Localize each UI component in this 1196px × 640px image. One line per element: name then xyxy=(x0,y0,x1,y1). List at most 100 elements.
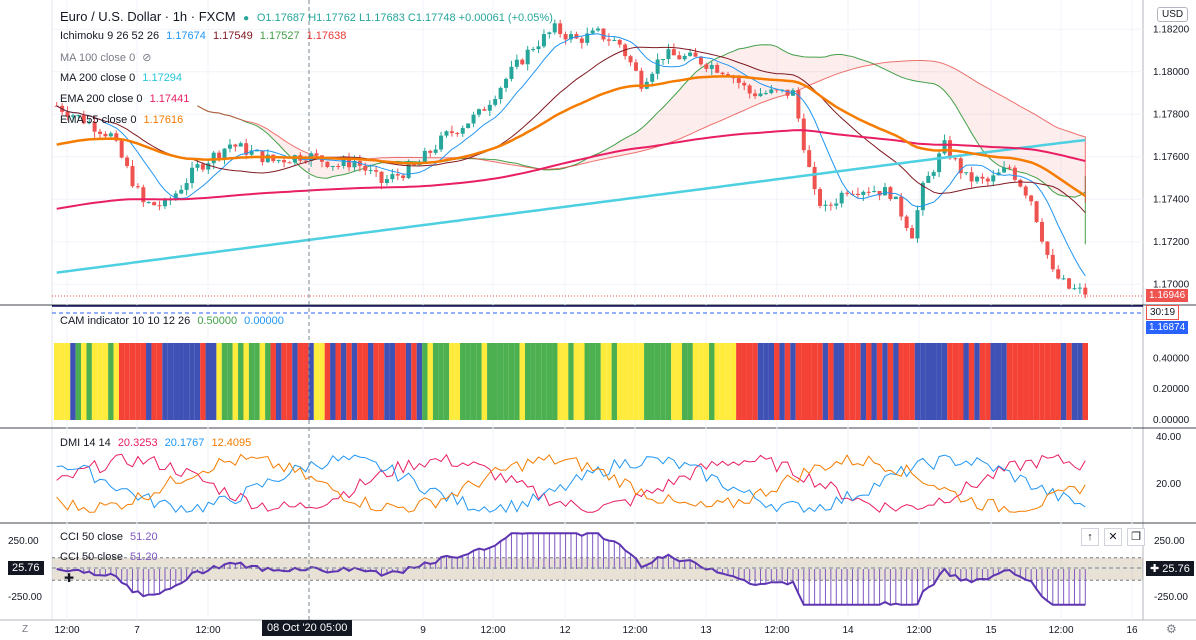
candle-body xyxy=(612,40,617,42)
candle-body xyxy=(677,55,682,60)
candle-body xyxy=(655,59,660,74)
price-tick-label: 1.17200 xyxy=(1153,237,1190,248)
cam-bar xyxy=(135,343,141,420)
cam-bar xyxy=(162,343,168,420)
candle-body xyxy=(255,150,260,152)
symbol-title[interactable]: Euro / U.S. Dollar · 1h · FXCM xyxy=(60,9,236,24)
cam-bar xyxy=(633,343,639,420)
candle-body xyxy=(1039,221,1044,242)
cam-bar xyxy=(995,343,1002,420)
candle-body xyxy=(1012,167,1017,180)
candle-body xyxy=(433,149,438,153)
candle-body xyxy=(931,172,936,176)
cam-bar xyxy=(411,343,417,420)
ema55-line xyxy=(56,75,1087,198)
time-axis[interactable]: 12:00 7 12:00 9 12:00 12 12:00 13 12:00 14 12:00 15… xyxy=(54,625,1138,636)
candle-body xyxy=(953,158,958,160)
candle-body xyxy=(866,191,871,193)
cci-legend-2[interactable]: CCI 50 close 51.20 xyxy=(60,551,162,563)
cam-bar xyxy=(1017,343,1024,420)
dmi-tick-label: 40.00 xyxy=(1156,432,1181,443)
cam-bar xyxy=(855,343,861,420)
dmi-legend[interactable]: DMI 14 14 20.3253 20.1767 12.4095 xyxy=(60,437,255,449)
ema200-legend[interactable]: EMA 200 close 0 1.17441 xyxy=(60,93,193,105)
candle-body xyxy=(265,154,270,163)
settings-icon[interactable]: ⚙ xyxy=(1166,622,1177,636)
cam-bar xyxy=(1044,343,1051,420)
cam-bar xyxy=(476,343,482,420)
cam-bar xyxy=(725,343,731,420)
cam-bar xyxy=(1082,343,1088,420)
ichimoku-value-4: 1.17638 xyxy=(306,30,347,42)
cam-label: CAM indicator 10 10 12 26 xyxy=(60,315,191,327)
cam-bar xyxy=(227,343,233,420)
cam-bar xyxy=(416,343,423,420)
cam-bar xyxy=(909,343,915,420)
cam-bar xyxy=(920,343,926,420)
cam-bar xyxy=(763,343,769,420)
cam-legend[interactable]: CAM indicator 10 10 12 26 0.50000 0.0000… xyxy=(60,315,288,327)
currency-button[interactable]: USD xyxy=(1157,7,1189,22)
candle-body xyxy=(141,187,146,203)
cam-bar xyxy=(248,343,255,420)
cam-bar xyxy=(200,343,206,420)
plus-small-icon[interactable]: ✚ xyxy=(64,571,75,585)
cam-bar xyxy=(557,343,563,420)
candle-body xyxy=(292,155,297,163)
candle-body xyxy=(828,204,833,206)
cam-bar xyxy=(167,343,174,420)
candle-body xyxy=(114,133,119,141)
cci-left-tick-label: 250.00 xyxy=(8,536,39,547)
cam-bar xyxy=(719,343,726,420)
candle-body xyxy=(617,40,622,45)
cam-bar xyxy=(925,343,932,420)
ma200-line xyxy=(56,138,1086,274)
candle-body xyxy=(790,90,795,96)
cam-bar xyxy=(541,343,547,420)
timezone-icon[interactable]: Z xyxy=(22,624,29,635)
restore-icon[interactable]: ❐ xyxy=(1127,528,1145,546)
cam-bar xyxy=(308,343,314,420)
candle-body xyxy=(1050,254,1055,270)
cam-bar xyxy=(535,343,542,420)
dmi-tick-label: 20.00 xyxy=(1156,479,1181,490)
candle-body xyxy=(639,70,644,89)
candle-body xyxy=(173,193,178,200)
cci-tick-label: 250.00 xyxy=(1154,536,1185,547)
cam-bar xyxy=(378,343,385,420)
candle-body xyxy=(238,143,243,147)
candle-body xyxy=(509,66,514,79)
ema55-legend[interactable]: EMA 55 close 0 1.17616 xyxy=(60,114,187,126)
time-tick-label: 12:00 xyxy=(764,625,789,636)
candle-body xyxy=(942,140,947,154)
time-tick-label: 14 xyxy=(842,625,854,636)
candle-body xyxy=(276,160,281,162)
time-tick-label: 12:00 xyxy=(906,625,931,636)
time-tick-label: 13 xyxy=(700,625,712,636)
cci-label-1: CCI 50 close xyxy=(60,531,123,543)
eye-slash-icon[interactable]: ⊘ xyxy=(142,52,152,64)
cam-bar xyxy=(552,343,558,420)
candle-body xyxy=(850,193,855,195)
cam-bar xyxy=(822,343,829,420)
ma200-legend[interactable]: MA 200 close 0 1.17294 xyxy=(60,72,186,84)
cam-bar xyxy=(795,343,802,420)
cam-value-1: 0.50000 xyxy=(197,315,238,327)
candle-body xyxy=(845,192,850,194)
price-axis[interactable]: 1.18200 1.18000 1.17800 1.17600 1.17400 1.172… xyxy=(8,24,1190,603)
ichimoku-legend[interactable]: Ichimoku 9 26 52 26 1.17674 1.17549 1.17… xyxy=(60,30,350,42)
plus-icon[interactable]: ✚ xyxy=(1150,563,1160,575)
candle-body xyxy=(882,187,887,196)
candle-body xyxy=(444,131,449,136)
ma100-legend[interactable]: MA 100 close 0 ⊘ xyxy=(60,51,156,64)
cam-bar xyxy=(524,343,531,420)
arrow-up-icon[interactable]: ↑ xyxy=(1081,528,1099,546)
candle-body xyxy=(395,174,400,176)
close-icon[interactable]: ✕ xyxy=(1104,528,1122,546)
cam-bar xyxy=(811,343,818,420)
cam-bar xyxy=(774,343,780,420)
cci-legend-1[interactable]: CCI 50 close 51.20 xyxy=(60,531,162,543)
cam-bar xyxy=(622,343,628,420)
candle-body xyxy=(1018,179,1023,187)
cam-bar xyxy=(443,343,450,420)
